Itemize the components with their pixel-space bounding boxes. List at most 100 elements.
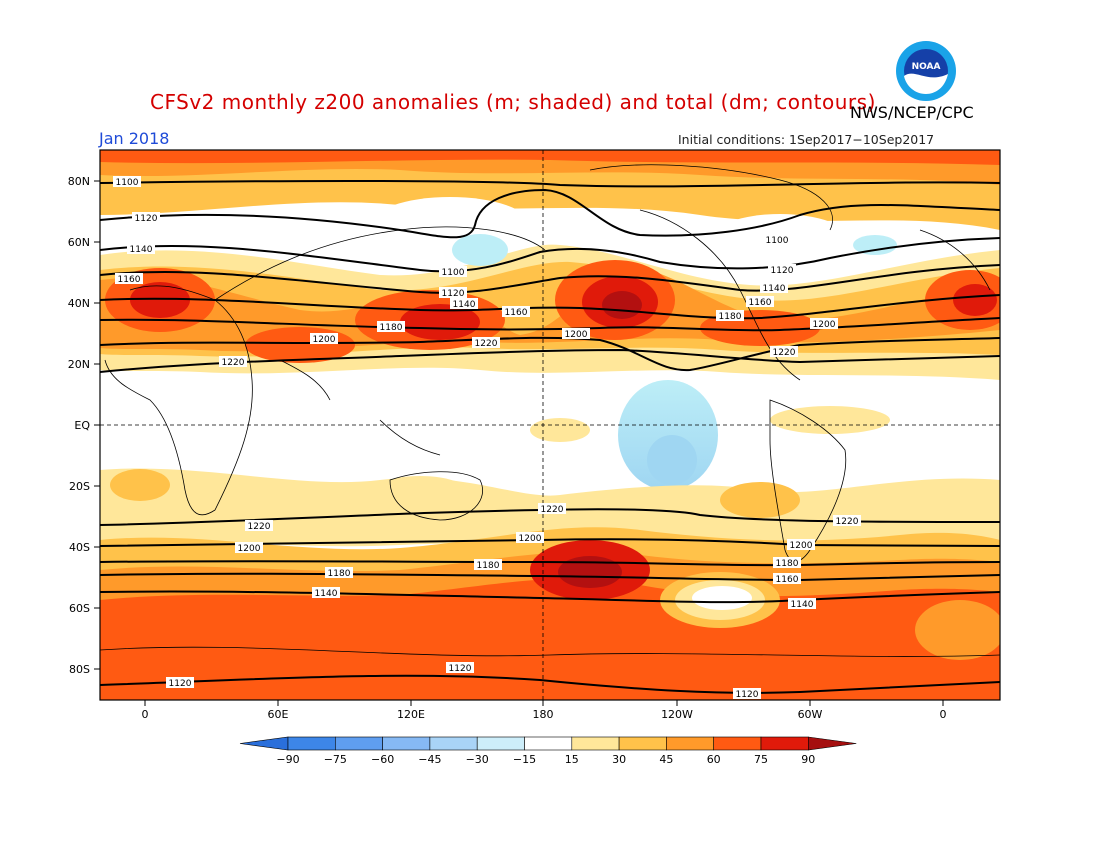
colorbar-swatch xyxy=(760,736,809,751)
lon-label: 60W xyxy=(798,708,823,721)
svg-text:1200: 1200 xyxy=(790,541,813,551)
colorbar-tick-label: 45 xyxy=(659,753,673,766)
contour-label: 1140 xyxy=(450,298,478,310)
colorbar-tick-label: 30 xyxy=(612,753,626,766)
lon-label: 0 xyxy=(940,708,947,721)
contour-label: 1180 xyxy=(716,310,744,322)
svg-text:1220: 1220 xyxy=(773,348,796,358)
contour-label: 1120 xyxy=(166,677,194,689)
longitude-axis: 0 60E 120E 180 120W 60W 0 xyxy=(142,700,947,721)
svg-text:1120: 1120 xyxy=(449,664,472,674)
colorbar-tick-label: −30 xyxy=(466,753,489,766)
lon-label: 60E xyxy=(268,708,289,721)
noaa-logo-icon: NOAA xyxy=(896,41,956,101)
colorbar-tick-label: −15 xyxy=(513,753,536,766)
contour-label: 1160 xyxy=(746,296,774,308)
agency-label: NWS/NCEP/CPC xyxy=(850,103,974,122)
colorbar-swatch xyxy=(334,736,383,751)
lat-label: 60S xyxy=(69,602,90,615)
svg-text:1120: 1120 xyxy=(442,289,465,299)
contour-label: 1220 xyxy=(472,337,500,349)
contour-label: 1120 xyxy=(446,662,474,674)
svg-text:1180: 1180 xyxy=(477,561,500,571)
lat-label: 80N xyxy=(68,175,90,188)
svg-text:1140: 1140 xyxy=(130,245,153,255)
contour-label: 1160 xyxy=(502,306,530,318)
lat-label: 60N xyxy=(68,236,90,249)
svg-text:1200: 1200 xyxy=(238,544,261,554)
svg-text:1180: 1180 xyxy=(719,312,742,322)
contour-label: 1140 xyxy=(127,243,155,255)
contour-label: 1140 xyxy=(760,282,788,294)
contour-label: 1200 xyxy=(310,333,338,345)
svg-text:NOAA: NOAA xyxy=(912,62,941,72)
contour-label: 1140 xyxy=(312,587,340,599)
colorbar-swatch xyxy=(666,736,715,751)
colorbar-swatch xyxy=(618,736,667,751)
svg-text:1120: 1120 xyxy=(736,690,759,700)
svg-text:1120: 1120 xyxy=(135,214,158,224)
colorbar-tick-label: −60 xyxy=(371,753,394,766)
svg-text:1220: 1220 xyxy=(836,517,859,527)
svg-text:1160: 1160 xyxy=(118,275,141,285)
lat-label: 20N xyxy=(68,358,90,371)
svg-text:1200: 1200 xyxy=(565,330,588,340)
colorbar-tick-label: −90 xyxy=(276,753,299,766)
contour-label: 1200 xyxy=(810,318,838,330)
svg-text:1160: 1160 xyxy=(749,298,772,308)
lon-label: 120W xyxy=(661,708,693,721)
latitude-axis: 80N 60N 40N 20N EQ 20S 40S 60S 80S xyxy=(68,175,100,676)
contour-label: 1220 xyxy=(833,515,861,527)
svg-text:1140: 1140 xyxy=(791,600,814,610)
colorbar-tick-label: 60 xyxy=(707,753,721,766)
svg-text:1200: 1200 xyxy=(813,320,836,330)
initial-conditions: Initial conditions: 1Sep2017−10Sep2017 xyxy=(678,132,935,147)
svg-text:1220: 1220 xyxy=(541,505,564,515)
contour-labels: 1100 1120 1140 1160 1100 1120 1140 1180 … xyxy=(113,176,861,700)
contour-label: 1140 xyxy=(788,598,816,610)
colorbar-swatch xyxy=(524,736,573,751)
svg-text:1100: 1100 xyxy=(766,236,789,246)
contour-label: 1200 xyxy=(235,542,263,554)
colorbar-tick-label: 90 xyxy=(801,753,815,766)
colorbar-left-arrow xyxy=(239,736,289,751)
svg-text:1180: 1180 xyxy=(380,323,403,333)
colorbar-swatch xyxy=(382,736,431,751)
height-contours xyxy=(100,179,1000,694)
svg-text:1200: 1200 xyxy=(519,534,542,544)
contour-label: 1120 xyxy=(768,264,796,276)
colorbar-right-arrow xyxy=(807,736,857,751)
colorbar-swatch xyxy=(571,736,620,751)
contour-label: 1200 xyxy=(516,532,544,544)
contour-label: 1120 xyxy=(439,287,467,299)
lon-label: 180 xyxy=(533,708,554,721)
contour-label: 1180 xyxy=(474,559,502,571)
contour-label: 1180 xyxy=(377,321,405,333)
contour-label: 1220 xyxy=(219,356,247,368)
contour-label: 1220 xyxy=(770,346,798,358)
colorbar-tick-label: −75 xyxy=(324,753,347,766)
svg-text:1160: 1160 xyxy=(776,575,799,585)
colorbar-swatch xyxy=(713,736,762,751)
lon-label: 0 xyxy=(142,708,149,721)
colorbar-tick-label: 15 xyxy=(565,753,579,766)
contour-label: 1160 xyxy=(115,273,143,285)
lon-label: 120E xyxy=(397,708,425,721)
contour-label: 1120 xyxy=(733,688,761,700)
lat-label: 40S xyxy=(69,541,90,554)
contour-label: 1160 xyxy=(773,573,801,585)
svg-text:1180: 1180 xyxy=(776,559,799,569)
contour-label: 1220 xyxy=(538,503,566,515)
forecast-month: Jan 2018 xyxy=(99,129,170,148)
contour-label: 1120 xyxy=(132,212,160,224)
svg-text:1220: 1220 xyxy=(475,339,498,349)
svg-text:1200: 1200 xyxy=(313,335,336,345)
lat-label: 20S xyxy=(69,480,90,493)
svg-text:1140: 1140 xyxy=(453,300,476,310)
chart-title: CFSv2 monthly z200 anomalies (m; shaded)… xyxy=(150,90,876,114)
svg-text:1160: 1160 xyxy=(505,308,528,318)
lat-label: 40N xyxy=(68,297,90,310)
svg-text:1140: 1140 xyxy=(315,589,338,599)
svg-text:1100: 1100 xyxy=(442,268,465,278)
